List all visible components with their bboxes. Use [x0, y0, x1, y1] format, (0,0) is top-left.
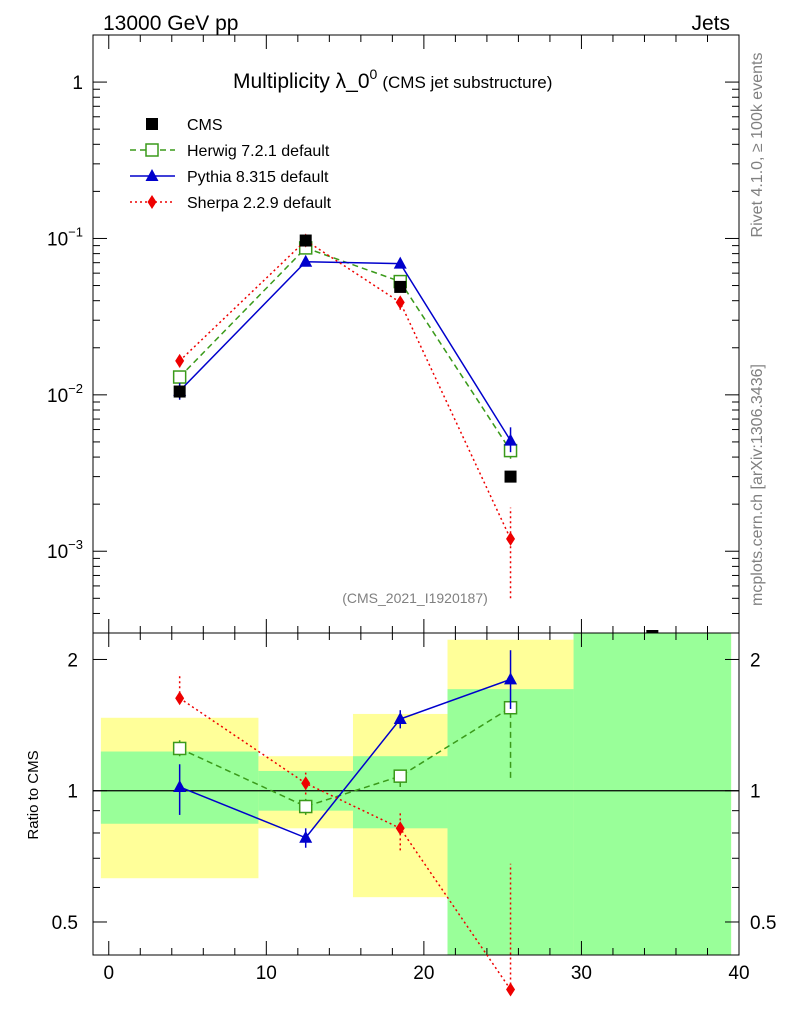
- data-point: [504, 470, 517, 483]
- ratio-y-tick-label: 2: [67, 650, 78, 671]
- ratio-line: [179, 697, 512, 990]
- ratio-series-1: [172, 700, 518, 815]
- data-point: [172, 370, 187, 384]
- legend-marker: [146, 118, 158, 130]
- ratio-point: [506, 982, 516, 997]
- chart-title: Multiplicity λ_00 (CMS jet substructure): [233, 66, 552, 93]
- ratio-line: [179, 707, 511, 808]
- ratio-point: [298, 799, 313, 814]
- ratio-point: [393, 712, 407, 725]
- upper-series: [172, 233, 659, 633]
- x-tick-label: 20: [413, 963, 434, 984]
- ratio-series-3: [175, 676, 516, 997]
- ratio-point: [173, 779, 187, 792]
- ratio-y-tick-label-right: 2: [750, 650, 761, 671]
- upper-y-tick-labels: 1 10−1 10−2 10−3: [47, 73, 83, 563]
- upper-y-tick-label: 10−2: [47, 381, 83, 407]
- series-line: [179, 239, 512, 540]
- series-3: [175, 233, 516, 599]
- legend-marker: [145, 143, 159, 157]
- ratio-y-tick-label-right: 1: [750, 782, 761, 803]
- ratio-line: [179, 678, 511, 839]
- mcplots-label: mcplots.cern.ch [arXiv:1306.3436]: [749, 364, 766, 606]
- ratio-y-tick-label: 1: [67, 782, 78, 803]
- legend-entry: CMS: [146, 117, 223, 134]
- legend-label: CMS: [187, 117, 223, 134]
- data-point: [504, 433, 518, 446]
- data-point: [395, 295, 405, 310]
- data-point-clipped: [646, 630, 659, 633]
- legend-label: Sherpa 2.2.9 default: [187, 195, 332, 212]
- lower-y-tick-labels: 2 2 1 1 0.5 0.5: [52, 650, 777, 934]
- legend-marker: [145, 169, 159, 181]
- ratio-point: [299, 830, 313, 843]
- legend-entry: Herwig 7.2.1 default: [130, 143, 330, 160]
- upper-y-tick-label: 1: [72, 73, 83, 94]
- x-tick-label: 0: [103, 963, 114, 984]
- ratio-point: [301, 776, 311, 791]
- x-tick-label: 40: [728, 963, 749, 984]
- legend-entry: Pythia 8.315 default: [130, 169, 329, 186]
- legend: CMS Herwig 7.2.1 default Pythia 8.315 defa…: [130, 117, 332, 212]
- data-point: [299, 254, 313, 267]
- ratio-axis-label: Ratio to CMS: [25, 750, 42, 839]
- upper-y-tick-label: 10−1: [47, 224, 83, 250]
- ratio-y-tick-label-right: 0.5: [750, 913, 776, 934]
- series-0: [173, 234, 659, 633]
- band-green: [352, 756, 448, 829]
- analysis-id: (CMS_2021_I1920187): [342, 590, 488, 606]
- axis-ticks: [93, 34, 740, 955]
- data-point: [175, 353, 185, 368]
- x-tick-label: 30: [571, 963, 592, 984]
- ratio-point: [175, 691, 185, 706]
- x-tick-labels: 0 10 20 30 40: [103, 963, 749, 984]
- legend-marker: [147, 195, 157, 209]
- data-point: [394, 280, 407, 293]
- legend-entry: Sherpa 2.2.9 default: [130, 195, 332, 212]
- data-point: [506, 531, 516, 546]
- band-green: [447, 689, 574, 955]
- x-tick-label: 10: [256, 963, 277, 984]
- series-2: [173, 254, 518, 453]
- upper-y-tick-label: 10−3: [47, 537, 83, 563]
- data-point: [173, 385, 186, 398]
- data-point: [299, 234, 312, 247]
- ratio-bands: [100, 633, 732, 955]
- series-1: [172, 241, 518, 459]
- lower-frame: [92, 632, 740, 956]
- legend-label: Herwig 7.2.1 default: [187, 143, 330, 160]
- data-point: [393, 256, 407, 269]
- ratio-point: [504, 672, 518, 685]
- rivet-label: Rivet 4.1.0, ≥ 100k events: [749, 53, 766, 238]
- ratio-point: [172, 741, 187, 756]
- ratio-point: [395, 821, 405, 836]
- header-left: 13000 GeV pp: [103, 12, 238, 35]
- ratio-series: [172, 650, 518, 997]
- ratio-point: [393, 769, 407, 783]
- series-line: [179, 260, 512, 441]
- header-right: Jets: [691, 12, 730, 35]
- series-line: [179, 247, 512, 452]
- ratio-y-tick-label: 0.5: [52, 913, 78, 934]
- band-green: [573, 633, 732, 955]
- legend-label: Pythia 8.315 default: [187, 169, 329, 186]
- ratio-series-2: [173, 650, 518, 848]
